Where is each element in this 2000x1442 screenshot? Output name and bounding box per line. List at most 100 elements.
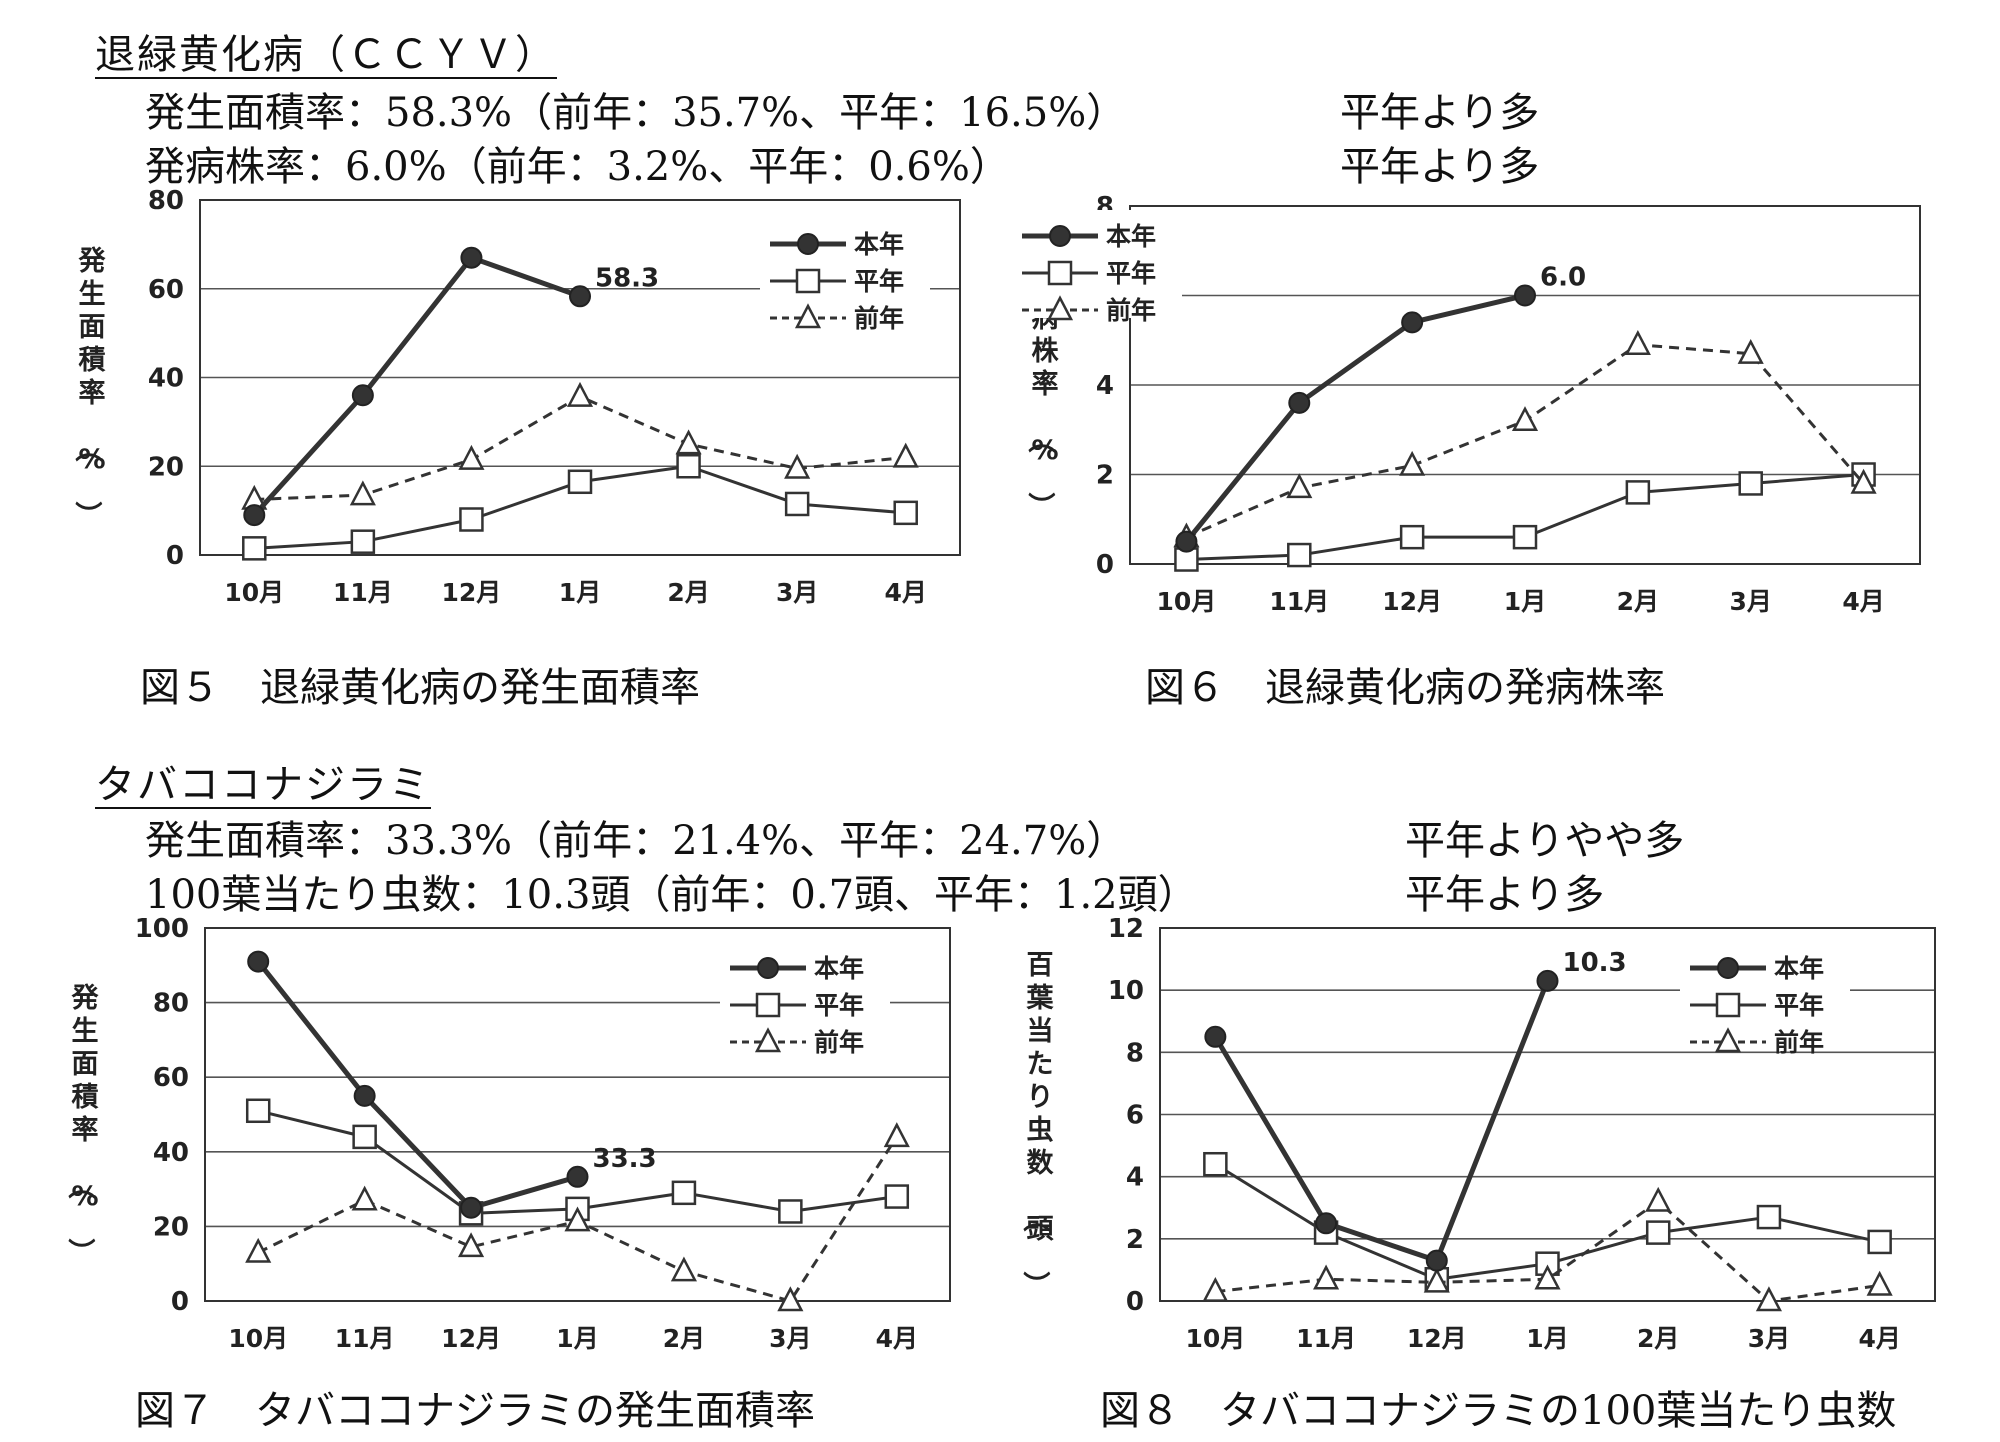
data-point-s0-2 [460, 1196, 483, 1219]
data-point-s1-4 [671, 1180, 697, 1206]
data-point-s2-0 [245, 1237, 272, 1263]
whitefly-area-rate-text: 発生面積率：33.3%（前年：21.4%、平年：24.7%） [145, 818, 1127, 864]
series-line-0 [256, 960, 579, 1211]
data-point-s1-1 [350, 529, 376, 554]
data-point-s2-6 [1850, 468, 1877, 494]
whitefly-count-assessment: 平年より多 [1405, 872, 1605, 918]
data-point-s2-6 [1866, 1270, 1893, 1296]
data-point-s1-2 [459, 507, 484, 532]
plot-frame [1159, 927, 1936, 1302]
legend-marker-2 [794, 303, 822, 329]
data-point-s2-2 [458, 1232, 485, 1258]
data-point-s2-5 [777, 1286, 804, 1312]
y-tick-label: 12 [1108, 914, 1144, 944]
data-point-s1-4 [1625, 480, 1651, 505]
data-point-s2-1 [351, 1185, 378, 1211]
plot-frame [204, 927, 951, 1302]
series-line-0 [252, 255, 581, 517]
legend-marker-1 [755, 992, 781, 1018]
legend-label: 本年 [854, 230, 904, 259]
x-tick-label: 10月 [228, 1324, 288, 1353]
chart-fig5: 0 20 40 60 80 10月 11月 12月 1月 2月 3月 4月 発生面積率（%） 58.3 本年… [72, 186, 961, 607]
legend-label: 平年 [854, 267, 904, 296]
data-point-s2-3 [1534, 1264, 1561, 1290]
y-axis-label: 発生面積率（%） [65, 983, 100, 1265]
series-line-0 [1184, 293, 1526, 544]
y-axis-label: 百葉当たり虫数（頭） [1020, 950, 1055, 1298]
data-point-s2-1 [1313, 1264, 1340, 1290]
data-point-s1-1 [352, 1124, 377, 1150]
data-point-s1-3 [1512, 524, 1538, 550]
x-tick-label: 10月 [1185, 1324, 1245, 1353]
data-point-s2-2 [1399, 450, 1426, 476]
data-point-s2-5 [784, 453, 811, 479]
data-point-s1-2 [1399, 524, 1425, 550]
legend-marker-1 [795, 268, 821, 294]
x-tick-label: 11月 [1296, 1324, 1356, 1353]
x-tick-label: 4月 [876, 1324, 918, 1353]
section-heading-ccyv: 退緑黄化病（ＣＣＹＶ） [95, 32, 557, 78]
x-tick-label: 1月 [556, 1324, 598, 1353]
series-line-2 [1185, 343, 1865, 539]
fig6-caption: 図６ 退緑黄化病の発病株率 [1145, 665, 1665, 711]
x-tick-label: 4月 [1858, 1324, 1900, 1353]
y-tick-label: 10 [1108, 976, 1144, 1006]
data-point-s2-5 [1737, 338, 1764, 364]
y-tick-label: 0 [1096, 550, 1114, 580]
data-point-s0-2 [460, 246, 483, 269]
y-tick-label: 0 [166, 541, 184, 571]
plot-frame [1129, 205, 1921, 565]
ccyv-plant-rate-text: 発病株率：6.0%（前年：3.2%、平年：0.6%） [145, 144, 1010, 190]
legend-marker-0 [797, 233, 819, 255]
y-tick-label: 2 [1096, 461, 1114, 491]
x-tick-label: 11月 [335, 1324, 395, 1353]
y-tick-label: 20 [148, 452, 184, 482]
data-point-s1-0 [245, 1098, 271, 1124]
data-point-s1-6 [893, 500, 918, 526]
chart-fig8: 0 2 4 6 8 10 12 10月 11月 12月 1月 2月 3月 4月 百葉当たり虫数（頭） 10.3… [1020, 914, 1936, 1353]
x-tick-label: 2月 [1637, 1324, 1679, 1353]
data-point-s0-1 [1288, 391, 1311, 414]
data-point-s2-5 [1755, 1286, 1782, 1312]
legend-marker-1 [1047, 260, 1073, 286]
legend-label: 平年 [1774, 991, 1824, 1020]
x-tick-label: 10月 [224, 578, 284, 607]
legend-label: 平年 [814, 991, 864, 1020]
chart-fig7: 0 20 40 60 80 100 10月 11月 12月 1月 2月 3月 4月 発生面積率（%） 33.… [65, 914, 951, 1353]
x-tick-label: 3月 [1730, 587, 1772, 616]
data-point-s2-4 [670, 1256, 697, 1282]
fig7-caption: 図７ タバココナジラミの発生面積率 [135, 1388, 815, 1434]
x-tick-label: 11月 [1269, 587, 1329, 616]
x-tick-label: 3月 [769, 1324, 811, 1353]
data-point-s0-3 [1536, 969, 1559, 992]
data-point-s2-1 [1286, 473, 1313, 499]
legend-marker-0 [757, 957, 779, 979]
data-point-s0-1 [351, 384, 374, 407]
data-point-s0-0 [243, 504, 266, 527]
x-tick-label: 12月 [441, 1324, 501, 1353]
value-callout: 6.0 [1540, 263, 1586, 293]
y-tick-label: 80 [153, 989, 189, 1019]
x-tick-label: 12月 [442, 578, 502, 607]
whitefly-area-rate-assessment: 平年よりやや多 [1405, 818, 1685, 864]
data-point-s2-3 [566, 381, 594, 407]
x-tick-label: 3月 [1748, 1324, 1790, 1353]
legend-label: 平年 [1106, 259, 1156, 288]
data-point-s1-5 [778, 1199, 803, 1224]
y-tick-label: 60 [153, 1063, 189, 1093]
legend-label: 前年 [854, 304, 904, 333]
data-point-s0-2 [1425, 1249, 1448, 1272]
whitefly-count-text: 100葉当たり虫数：10.3頭（前年：0.7頭、平年：1.2頭） [145, 872, 1198, 918]
data-point-s0-0 [247, 950, 270, 973]
data-point-s2-4 [675, 429, 702, 455]
x-tick-label: 2月 [667, 578, 709, 607]
x-tick-label: 1月 [1504, 587, 1546, 616]
y-tick-label: 80 [148, 186, 184, 216]
legend-marker-0 [1049, 225, 1071, 247]
legend-label: 前年 [1774, 1028, 1824, 1057]
data-point-s2-3 [564, 1206, 591, 1232]
y-tick-label: 0 [171, 1287, 189, 1317]
x-tick-label: 10月 [1157, 587, 1217, 616]
x-tick-label: 3月 [776, 578, 818, 607]
